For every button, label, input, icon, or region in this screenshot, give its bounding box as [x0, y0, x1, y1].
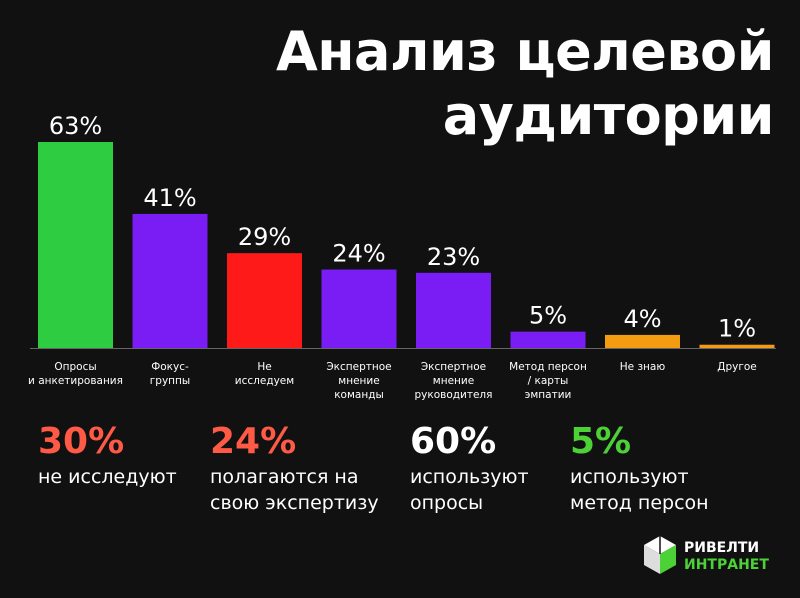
stat-value: 30%: [38, 421, 125, 462]
category-label-7: Не знаю: [620, 361, 666, 373]
category-label-3: Не исследуем: [235, 361, 294, 387]
hexagon-cube-icon: [644, 536, 676, 574]
stat-description: используют опросы: [410, 466, 529, 514]
data-label-6: 5%: [529, 302, 567, 330]
stat-value: 5%: [570, 421, 632, 462]
stat-own-expertise: 24% полагаются на свою экспертизу: [210, 420, 379, 516]
bar-7: [605, 334, 680, 348]
bar-6: [510, 331, 586, 348]
title-line-2: аудитории: [442, 84, 775, 147]
stat-value: 60%: [410, 421, 497, 462]
data-label-7: 4%: [623, 305, 661, 333]
data-label-2: 41%: [143, 184, 196, 212]
category-label-4: Экспертное мнение команды: [326, 361, 391, 401]
bar-3: [227, 253, 302, 348]
stat-description: не исследуют: [38, 466, 177, 488]
page-title: Анализ целевой аудитории: [275, 20, 775, 148]
bar-4: [321, 269, 397, 348]
category-label-1: Опросы и анкетирования: [28, 361, 123, 387]
bar-8: [699, 344, 775, 348]
category-label-2: Фокус-группы: [150, 361, 190, 387]
bar-chart: 63% Опросы и анкетирования 41% Фокус-группы 2…: [28, 112, 776, 401]
bar-1: [38, 142, 113, 348]
stat-use-surveys: 60% используют опросы: [410, 420, 529, 516]
stat-not-research: 30% не исследуют: [38, 420, 177, 490]
logo-line-1: РИВЕЛТИ: [684, 540, 760, 556]
data-label-3: 29%: [238, 223, 291, 251]
stat-description: используют метод персон: [570, 466, 709, 514]
company-logo: РИВЕЛТИ ИНТРАНЕТ: [642, 534, 782, 580]
category-label-8: Другое: [717, 361, 756, 373]
category-label-6: Метод персон / карты эмпатии: [509, 361, 587, 401]
data-label-5: 23%: [427, 243, 480, 271]
category-label-5: Экспертное мнение руководителя: [415, 361, 493, 401]
stat-use-personas: 5% используют метод персон: [570, 420, 709, 516]
stat-description: полагаются на свою экспертизу: [210, 466, 379, 514]
bar-2: [132, 213, 208, 348]
stat-value: 24%: [210, 421, 297, 462]
data-label-8: 1%: [718, 315, 756, 343]
bar-5: [416, 272, 491, 348]
data-label-4: 24%: [332, 240, 385, 268]
data-label-1: 63%: [49, 112, 102, 140]
logo-line-2: ИНТРАНЕТ: [684, 557, 769, 573]
title-line-1: Анализ целевой: [275, 20, 775, 83]
